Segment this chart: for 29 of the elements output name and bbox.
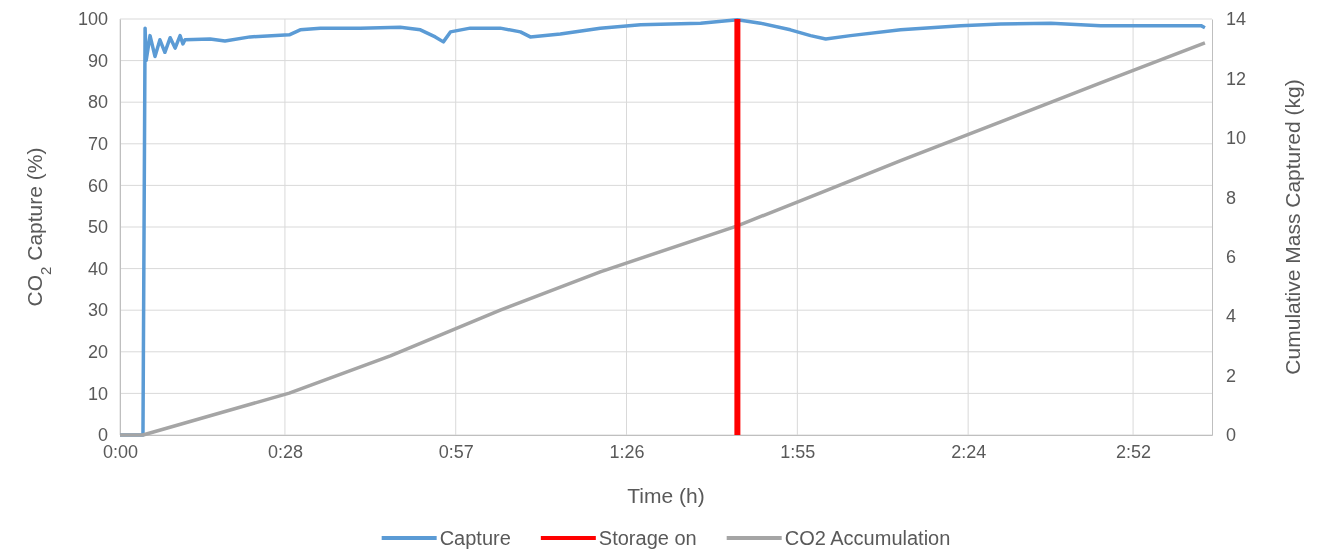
y-tick-label: 10 [87,383,108,404]
x-tick-label: 2:24 [951,441,987,462]
y2-tick-label: 6 [1226,246,1237,267]
y2-tick-label: 12 [1226,68,1247,89]
y2-tick-label: 14 [1226,9,1247,30]
x-tick-label: 1:55 [780,441,816,462]
y2-axis-title: Cumulative Mass Captured (kg) [1281,79,1304,375]
legend-label: CO2 Accumulation [784,527,951,549]
y2-tick-label: 2 [1226,365,1237,386]
y-tick-label: 60 [87,175,108,196]
y-tick-label: 90 [87,50,108,71]
x-tick-label: 0:57 [438,441,474,462]
legend-label: Capture [439,527,511,549]
y-tick-label: 40 [87,258,108,279]
y2-tick-label: 8 [1226,187,1237,208]
y-tick-label: 80 [87,92,108,113]
y-tick-label: 100 [77,9,108,30]
y-tick-label: 70 [87,134,108,155]
y2-tick-label: 4 [1226,306,1237,327]
legend-label: Storage on [598,527,697,549]
y-tick-label: 20 [87,342,108,363]
y2-tick-label: 0 [1226,425,1237,446]
y-tick-label: 50 [87,217,108,238]
y2-tick-label: 10 [1226,128,1247,149]
x-tick-label: 2:52 [1116,441,1152,462]
y-tick-label: 30 [87,300,108,321]
x-tick-label: 1:26 [609,441,645,462]
x-axis-title: Time (h) [627,484,705,507]
x-tick-label: 0:28 [267,441,303,462]
